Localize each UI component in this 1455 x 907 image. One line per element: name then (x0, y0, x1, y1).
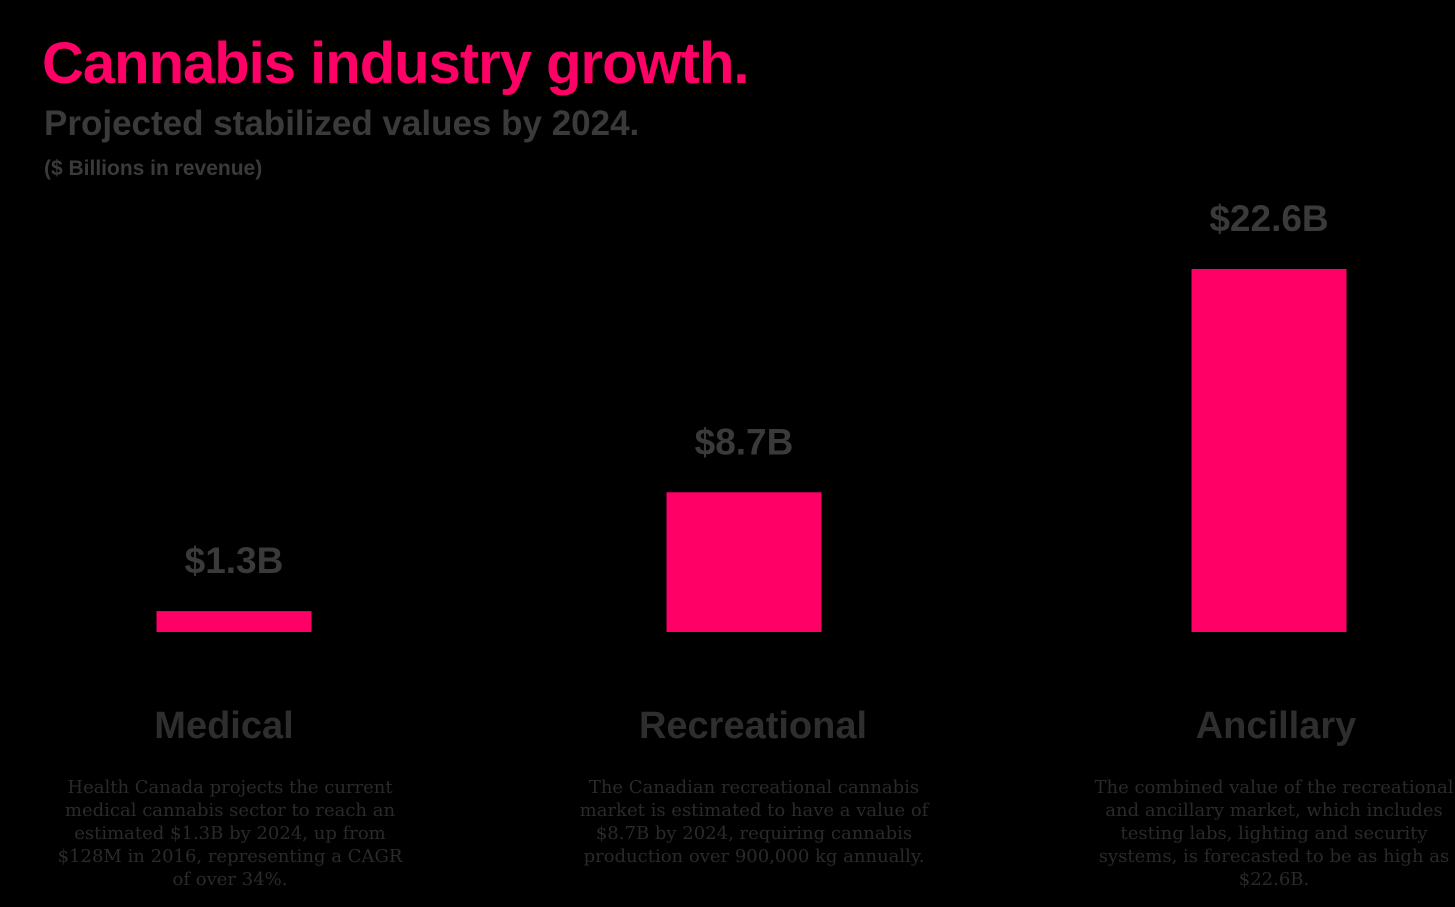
chart-title: Cannabis industry growth. (42, 31, 749, 96)
unit-note: ($ Billions in revenue) (44, 157, 263, 180)
value-label-medical: $1.3B (185, 540, 284, 581)
description-ancillary: The combined value of the recreational a… (1094, 777, 1454, 890)
bar-ancillary (1191, 269, 1347, 632)
description-recreational: The Canadian recreational cannabis marke… (579, 777, 929, 867)
category-label-medical: Medical (154, 705, 294, 747)
description-medical: Health Canada projects the current medic… (57, 777, 403, 890)
category-label-recreational: Recreational (638, 705, 868, 747)
category-label-ancillary: Ancillary (1195, 705, 1357, 747)
value-label-ancillary: $22.6B (1209, 198, 1328, 239)
value-label-recreational: $8.7B (695, 421, 794, 462)
bar-medical (156, 611, 312, 632)
chart-subtitle: Projected stabilized values by 2024. (44, 104, 640, 143)
bar-recreational (666, 492, 822, 632)
